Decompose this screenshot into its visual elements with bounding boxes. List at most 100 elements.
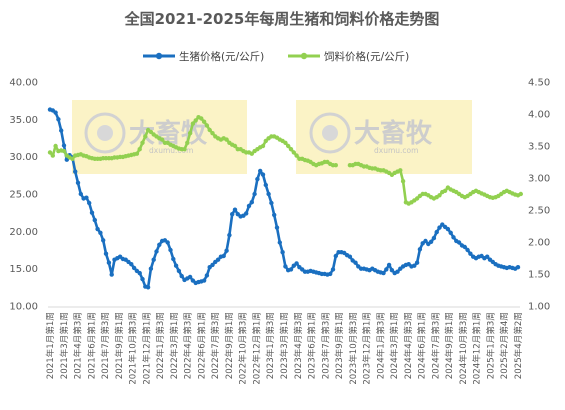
x-tick-label: 2024年7月第3周 [429, 312, 441, 379]
hog-price-point [381, 270, 386, 276]
x-tick-label: 2021年7月第3周 [99, 312, 111, 379]
feed-price-point [437, 193, 442, 198]
hog-price-point [59, 128, 64, 133]
x-tick-label: 2024年4月第3周 [402, 312, 414, 379]
y-right-tick-label: 1.00 [528, 302, 550, 313]
hog-price-point [176, 268, 182, 274]
y-right-tick-label: 1.50 [528, 270, 550, 281]
x-tick-label: 2023年1月第3周 [264, 312, 276, 379]
hog-price-point [173, 263, 179, 268]
feed-price-point [201, 119, 207, 124]
hog-price-point [171, 256, 176, 262]
hog-price-point [140, 276, 145, 282]
hog-price-point [103, 251, 109, 256]
series-hog-price [47, 107, 521, 290]
hog-price-point [384, 267, 389, 272]
x-tick-label: 2021年12月第1周 [140, 312, 152, 385]
feed-price-point [294, 153, 299, 158]
hog-price-point [347, 254, 353, 259]
y-axis-left: 10.00 15.00 20.00 25.00 30.00 35.00 40.00 [9, 78, 38, 313]
chart-title: 全国2021-2025年每周生猪和饲料价格走势图 [124, 10, 440, 28]
hog-price-point [462, 244, 467, 250]
hog-price-point [445, 226, 451, 232]
hog-price-point [148, 266, 154, 271]
y-right-tick-label: 4.50 [528, 78, 550, 89]
feed-price-point [143, 134, 148, 139]
watermark-brand: 大畜牧 [354, 118, 433, 149]
hog-price-point [515, 265, 521, 270]
hog-price-point [465, 247, 470, 253]
y-left-tick-label: 25.00 [9, 190, 38, 201]
feed-price-point [400, 179, 406, 184]
hog-price-point [328, 271, 333, 277]
feed-price-point [286, 143, 291, 149]
hog-price-point [448, 230, 453, 235]
legend-item-hog-price: 生猪价格(元/公斤) [143, 50, 264, 63]
hog-price-point [412, 263, 417, 268]
hog-price-point [386, 262, 392, 268]
x-tick-label: 2021年1月第1周 [44, 312, 56, 379]
hog-price-point [255, 176, 260, 182]
feed-price-point [518, 191, 523, 197]
hog-price-point [280, 250, 285, 255]
feed-price-point [204, 123, 210, 128]
x-tick-label: 2022年7月第3周 [209, 312, 221, 379]
hog-price-point [75, 180, 81, 185]
hog-price-point [227, 232, 232, 238]
feed-price-point [442, 188, 448, 193]
feed-price-point [187, 131, 193, 136]
legend-label-feed-price: 饲料价格(元/公斤) [324, 50, 409, 63]
hog-price-point [109, 272, 114, 277]
watermark-logo-icon [309, 112, 351, 154]
hog-price-point [137, 270, 142, 276]
feed-price-point [47, 150, 53, 155]
hog-price-point [215, 257, 221, 262]
feed-price-point [50, 153, 55, 158]
feed-price-point [185, 140, 190, 145]
legend: 生猪价格(元/公斤) 饲料价格(元/公斤) [143, 50, 409, 63]
hog-price-point [89, 210, 95, 215]
hog-price-point [101, 238, 106, 243]
watermark-logo-dot [97, 125, 113, 141]
x-tick-label: 2024年1月第3周 [374, 312, 386, 379]
feed-price-point [414, 196, 420, 201]
legend-marker-feed-price [300, 52, 308, 60]
hog-price-point [456, 240, 462, 245]
hog-price-point [333, 253, 338, 259]
x-tick-label: 2021年3月第1周 [58, 312, 70, 379]
hog-price-point [277, 240, 282, 245]
hog-price-point [330, 267, 336, 272]
hog-price-point [283, 264, 288, 269]
hog-price-point [230, 212, 235, 217]
x-tick-label: 2025年1月第3周 [484, 312, 496, 379]
hog-price-point [246, 203, 252, 209]
hog-price-point [210, 262, 215, 268]
y-right-tick-label: 2.00 [528, 238, 550, 249]
y-right-tick-label: 3.00 [528, 174, 550, 185]
hog-price-point [417, 247, 423, 252]
y-left-tick-label: 20.00 [9, 227, 38, 238]
hog-price-point [224, 248, 229, 253]
feed-price-point [333, 163, 338, 168]
hog-price-point [129, 262, 134, 267]
hog-price-point [61, 143, 67, 148]
x-tick-label: 2024年6月第1周 [416, 312, 428, 379]
hog-price-point [106, 260, 112, 265]
hog-price-point [232, 207, 238, 212]
hog-price-point [53, 110, 58, 115]
x-tick-label: 2022年4月第3周 [182, 312, 194, 379]
hog-price-point [263, 182, 268, 188]
hog-price-point [204, 273, 210, 278]
legend-marker-hog-price [155, 52, 163, 60]
hog-price-point [168, 247, 173, 253]
x-tick-label: 2021年9月第1周 [113, 312, 125, 379]
x-tick-label: 2023年3月第1周 [278, 312, 290, 379]
feed-price-point [398, 168, 403, 173]
hog-price-point [179, 273, 184, 279]
feed-price-point [260, 143, 266, 149]
feed-price-point [199, 116, 204, 121]
x-tick-label: 2023年10月第3周 [347, 312, 359, 385]
watermark-logo-dot [322, 125, 338, 141]
